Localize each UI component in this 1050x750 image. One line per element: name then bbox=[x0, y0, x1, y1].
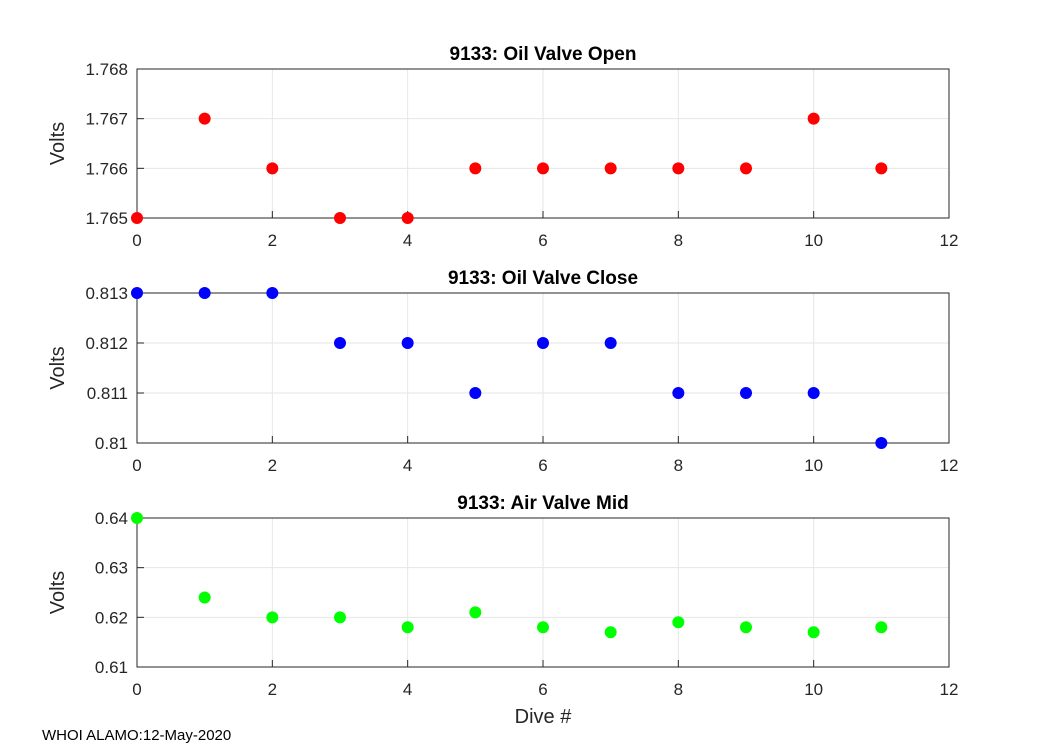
panel-2: 0 2 4 6 8 10 12 0.81 0.811 0.812 0.813 9133: Oil Va… bbox=[47, 268, 958, 475]
x-tick-label: 2 bbox=[268, 231, 277, 250]
chart-title: 9133: Oil Valve Close bbox=[448, 268, 638, 289]
x-tick-label: 0 bbox=[132, 456, 141, 475]
data-point bbox=[807, 112, 820, 125]
y-tick-label: 1.767 bbox=[85, 110, 128, 129]
data-point bbox=[740, 162, 752, 175]
x-tick-label: 12 bbox=[940, 456, 959, 475]
y-tick-label: 0.812 bbox=[85, 334, 128, 353]
data-point bbox=[401, 621, 414, 634]
axes-box bbox=[136, 292, 950, 444]
y-tick-label: 0.62 bbox=[95, 608, 128, 627]
x-tick-label: 6 bbox=[538, 456, 547, 475]
axes-box bbox=[136, 68, 950, 219]
x-tick-label: 6 bbox=[538, 680, 547, 699]
data-point bbox=[672, 387, 685, 399]
x-tick-label: 10 bbox=[804, 456, 823, 475]
x-tick-label: 8 bbox=[674, 456, 683, 475]
data-point bbox=[131, 512, 143, 524]
x-tick-label: 12 bbox=[940, 680, 959, 699]
x-tick-label: 8 bbox=[674, 231, 683, 250]
data-point bbox=[672, 162, 685, 175]
y-tick-label: 0.811 bbox=[87, 384, 128, 403]
y-axis-label: Volts bbox=[47, 571, 69, 614]
data-point bbox=[875, 437, 888, 449]
data-point bbox=[334, 337, 346, 349]
chart-title: 9133: Air Valve Mid bbox=[457, 493, 628, 514]
y-axis-label: Volts bbox=[47, 122, 69, 165]
y-tick-label: 0.61 bbox=[95, 658, 128, 677]
data-point bbox=[604, 162, 617, 175]
y-axis-label: Volts bbox=[47, 346, 69, 389]
data-point bbox=[131, 287, 143, 299]
data-point bbox=[266, 162, 279, 175]
data-point bbox=[266, 287, 279, 299]
x-tick-label: 12 bbox=[940, 231, 959, 250]
x-tick-label: 10 bbox=[804, 680, 823, 699]
data-point bbox=[266, 611, 279, 624]
data-point bbox=[672, 616, 685, 629]
x-tick-label: 2 bbox=[268, 680, 277, 699]
data-point bbox=[334, 611, 346, 624]
x-tick-label: 2 bbox=[268, 456, 277, 475]
data-point bbox=[334, 212, 346, 224]
data-point bbox=[604, 626, 617, 639]
data-point bbox=[469, 387, 482, 399]
data-point bbox=[401, 337, 414, 349]
data-point bbox=[537, 162, 549, 175]
y-tick-label: 0.63 bbox=[95, 559, 128, 578]
y-tick-label: 0.813 bbox=[85, 284, 128, 303]
data-point bbox=[807, 387, 820, 399]
y-tick-label: 1.766 bbox=[85, 159, 128, 178]
data-point bbox=[537, 337, 549, 349]
x-axis-label: Dive # bbox=[515, 706, 573, 728]
data-point bbox=[537, 621, 549, 634]
chart-title: 9133: Oil Valve Open bbox=[450, 44, 637, 65]
x-tick-label: 6 bbox=[538, 231, 547, 250]
data-point bbox=[740, 387, 752, 399]
x-tick-label: 4 bbox=[403, 680, 412, 699]
data-point bbox=[875, 162, 888, 175]
y-tick-label: 0.64 bbox=[95, 509, 128, 528]
data-point bbox=[198, 591, 211, 604]
data-point bbox=[740, 621, 752, 634]
data-point bbox=[469, 606, 482, 619]
data-point bbox=[875, 621, 888, 634]
panel-3: 0 2 4 6 8 10 12 0.61 0.62 0.63 0.64 9133: Air Valve… bbox=[47, 493, 958, 728]
data-point bbox=[807, 626, 820, 639]
data-point bbox=[198, 112, 211, 125]
data-point bbox=[401, 212, 414, 224]
data-point bbox=[131, 212, 143, 224]
x-tick-label: 0 bbox=[132, 680, 141, 699]
x-tick-label: 0 bbox=[132, 231, 141, 250]
y-tick-label: 1.768 bbox=[85, 60, 128, 79]
x-tick-label: 8 bbox=[674, 680, 683, 699]
y-tick-label: 1.765 bbox=[85, 209, 128, 228]
axes-box bbox=[136, 517, 950, 668]
data-point bbox=[469, 162, 482, 175]
x-tick-label: 10 bbox=[804, 231, 823, 250]
x-tick-label: 4 bbox=[403, 456, 412, 475]
y-tick-label: 0.81 bbox=[95, 434, 128, 453]
x-tick-label: 4 bbox=[403, 231, 412, 250]
data-point bbox=[604, 337, 617, 349]
data-point bbox=[198, 287, 211, 299]
panel-1: 0 2 4 6 8 10 12 1.765 1.766 1.767 1.768 9133: Oil V… bbox=[47, 44, 958, 250]
footer-note: WHOI ALAMO:12-May-2020 bbox=[42, 727, 232, 744]
